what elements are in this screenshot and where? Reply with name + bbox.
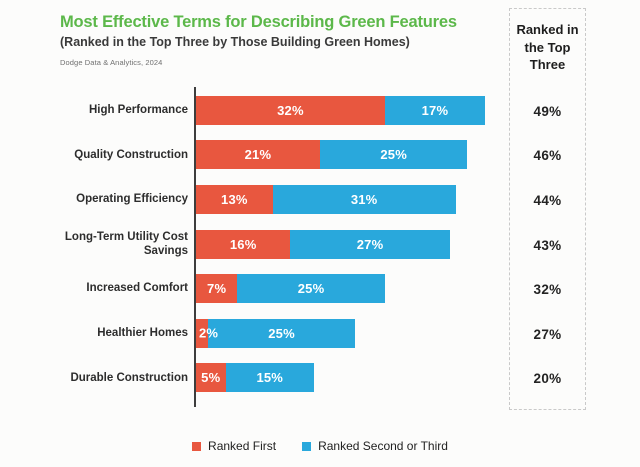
bar-value-label: 27% — [356, 236, 384, 252]
stacked-bar: 21% 25% — [196, 140, 468, 170]
ranked-first-segment: 21% — [196, 140, 320, 170]
total-value: 32% — [533, 282, 562, 298]
ranked-second-or-third-segment: 15% — [225, 363, 314, 393]
bar-value-label: 25% — [297, 281, 325, 297]
ranked-top-three-panel: Ranked in the Top Three 49% 46% 44% 43% 32% 2… — [509, 8, 586, 410]
chart-row: High Performance 32% 17% — [60, 88, 494, 133]
bar-value-label: 2% — [199, 325, 219, 341]
legend-label: Ranked First — [208, 439, 277, 453]
ranked-first-segment: 16% — [196, 229, 291, 259]
stacked-bar: 32% 17% — [196, 95, 486, 125]
page-subtitle: (Ranked in the Top Three by Those Buildi… — [60, 35, 410, 49]
bar-value-label: 17% — [421, 102, 449, 118]
total-value: 20% — [533, 371, 562, 387]
stacked-bar: 7% 25% — [196, 274, 385, 304]
bar-value-label: 25% — [380, 147, 407, 163]
bar-value-label: 21% — [244, 147, 272, 163]
ranked-second-or-third-segment: 25% — [319, 140, 468, 170]
ranked-first-segment: 7% — [196, 274, 238, 304]
chart-row: Long-Term Utility Cost Savings 16% 27% — [60, 222, 494, 267]
total-value: 46% — [533, 148, 562, 164]
category-label: Long-Term Utility Cost Savings — [64, 230, 188, 258]
stacked-bar: 2% 25% — [196, 318, 356, 348]
ranked-first-segment: 32% — [196, 95, 385, 125]
bar-value-label: 7% — [207, 281, 227, 297]
panel-heading: Ranked in the Top Three — [516, 22, 579, 73]
y-axis-line — [194, 87, 196, 407]
ranked-second-or-third-segment: 25% — [207, 318, 356, 348]
chart-row: Durable Construction 5% 15% — [60, 355, 494, 400]
category-label: Increased Comfort — [86, 282, 188, 295]
category-label: High Performance — [88, 104, 188, 117]
ranked-second-or-third-segment: 31% — [272, 184, 456, 214]
bar-rows: High Performance 32% 17% Quality Constructi… — [60, 88, 494, 400]
ranked-first-segment: 2% — [196, 318, 218, 348]
category-label: Operating Efficiency — [76, 193, 188, 206]
total-value: 44% — [533, 192, 562, 208]
chart-row: Healthier Homes 2% 25% — [60, 311, 494, 356]
chart-row: Operating Efficiency 13% 31% — [60, 177, 494, 222]
chart-header: Most Effective Terms for Describing Gree… — [60, 13, 500, 67]
ranked-second-or-third-swatch-icon — [302, 441, 312, 451]
bar-value-label: 5% — [201, 370, 221, 386]
legend: Ranked First Ranked Second or Third — [0, 439, 640, 453]
category-label: Healthier Homes — [97, 326, 188, 339]
bar-value-label: 25% — [268, 325, 295, 341]
source-note: Dodge Data & Analytics, 2024 — [60, 58, 163, 67]
stacked-bar: 5% 15% — [196, 363, 314, 393]
chart-row: Quality Construction 21% 25% — [60, 133, 494, 178]
bar-value-label: 16% — [229, 236, 257, 252]
page-title: Most Effective Terms for Describing Gree… — [60, 13, 457, 31]
bar-value-label: 15% — [256, 370, 284, 386]
stacked-bar: 13% 31% — [196, 184, 456, 214]
legend-item-ranked-first: Ranked First — [192, 439, 276, 453]
legend-item-ranked-second-or-third: Ranked Second or Third — [302, 439, 448, 453]
ranked-second-or-third-segment: 27% — [290, 229, 450, 259]
ranked-first-segment: 5% — [196, 363, 226, 393]
total-value: 49% — [533, 103, 562, 119]
bar-value-label: 32% — [277, 102, 304, 118]
ranked-second-or-third-segment: 25% — [237, 274, 385, 304]
total-value: 27% — [533, 326, 562, 342]
panel-values: 49% 46% 44% 43% 32% 27% 20% — [510, 89, 585, 401]
ranked-second-or-third-segment: 17% — [384, 95, 486, 125]
stacked-bar: 16% 27% — [196, 229, 450, 259]
total-value: 43% — [533, 237, 562, 253]
ranked-first-swatch-icon — [192, 441, 202, 451]
category-label: Durable Construction — [70, 371, 188, 384]
chart-row: Increased Comfort 7% 25% — [60, 266, 494, 311]
ranked-first-segment: 13% — [196, 184, 273, 214]
legend-label: Ranked Second or Third — [318, 439, 448, 453]
bar-value-label: 31% — [350, 191, 378, 207]
bar-value-label: 13% — [221, 191, 248, 207]
category-label: Quality Construction — [74, 148, 188, 161]
